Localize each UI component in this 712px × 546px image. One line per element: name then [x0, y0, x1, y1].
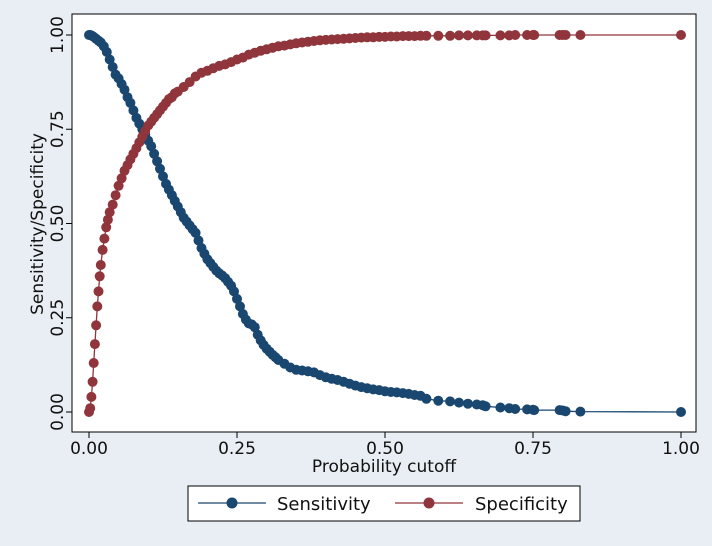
legend: Sensitivity Specificity	[187, 485, 581, 522]
series-layer	[84, 30, 686, 417]
x-axis-title: Probability cutoff	[312, 457, 457, 477]
specificity-point	[433, 30, 444, 41]
legend-specificity-marker	[423, 497, 435, 509]
sensitivity-point	[575, 406, 586, 417]
sensitivity-point	[104, 54, 115, 65]
specificity-point	[107, 199, 118, 210]
sensitivity-point	[158, 171, 168, 182]
specificity-point	[560, 30, 571, 40]
x-tick-label: 0.50	[366, 439, 404, 459]
sensitivity-point	[107, 62, 118, 72]
specificity-point	[462, 30, 473, 41]
legend-specificity-label: Specificity	[475, 494, 568, 515]
specificity-point	[99, 233, 110, 244]
sensitivity-point	[445, 396, 456, 407]
sensitivity-point	[190, 227, 201, 238]
sensitivity-point	[232, 293, 242, 304]
specificity-point	[113, 180, 124, 191]
sensitivity-point	[101, 47, 112, 57]
sensitivity-point	[529, 405, 540, 416]
x-tick-labels: 0.00 0.25 0.50 0.75 1.00	[70, 439, 700, 459]
specificity-point	[85, 403, 96, 414]
x-tick-label: 0.75	[514, 439, 552, 459]
specificity-point	[102, 214, 113, 225]
sensitivity-point	[249, 322, 260, 333]
sensitivity-point	[128, 105, 139, 116]
sensitivity-point	[155, 163, 165, 174]
specificity-series	[84, 30, 686, 417]
specificity-point	[445, 30, 456, 41]
sensitivity-point	[495, 402, 506, 413]
sensitivity-point	[119, 84, 130, 95]
specificity-point	[86, 391, 97, 402]
specificity-point	[89, 339, 100, 350]
specificity-point	[421, 30, 432, 41]
specificity-point	[93, 286, 104, 297]
specificity-point	[575, 30, 586, 40]
sensitivity-point	[229, 286, 239, 297]
y-tick-label: 0.00	[48, 393, 68, 431]
sensitivity-point	[152, 156, 163, 167]
specificity-point	[95, 260, 106, 270]
y-tick-label: 0.25	[48, 299, 68, 337]
specificity-point	[87, 376, 98, 387]
specificity-point	[495, 30, 506, 41]
y-axis	[66, 34, 72, 413]
y-tick-label: 0.75	[48, 110, 68, 148]
specificity-point	[480, 30, 491, 41]
sensitivity-point	[433, 395, 444, 406]
specificity-point	[97, 244, 108, 255]
sensitivity-point	[235, 301, 245, 312]
x-tick-label: 0.25	[218, 439, 256, 459]
x-tick-label: 0.00	[70, 439, 108, 459]
specificity-point	[92, 301, 103, 312]
y-tick-labels: 0.00 0.25 0.50 0.75 1.00	[48, 16, 68, 431]
specificity-point	[110, 190, 121, 201]
y-axis-title: Sensitivity/Specificity	[28, 133, 48, 315]
sensitivity-point	[125, 97, 136, 108]
sensitivity-point	[454, 397, 464, 408]
sensitivity-point	[146, 141, 157, 152]
specificity-point	[116, 173, 127, 184]
specificity-point	[676, 30, 686, 40]
specificity-point	[454, 30, 464, 41]
specificity-point	[104, 207, 115, 218]
y-tick-label: 1.00	[48, 16, 68, 54]
plot-region	[71, 13, 697, 433]
y-tick-label: 0.50	[48, 205, 68, 243]
legend-sensitivity-marker	[226, 497, 238, 509]
specificity-point	[529, 30, 540, 40]
sensitivity-series	[84, 30, 686, 417]
sensitivity-point	[462, 398, 473, 409]
x-tick-label: 1.00	[662, 439, 700, 459]
specificity-point	[91, 320, 102, 331]
sensitivity-point	[193, 235, 204, 246]
sensitivity-point	[149, 148, 160, 159]
sensitivity-point	[510, 404, 521, 414]
legend-sensitivity-label: Sensitivity	[277, 494, 371, 515]
sensitivity-point	[480, 401, 491, 412]
x-axis	[88, 432, 682, 438]
specificity-point	[88, 358, 99, 368]
sensitivity-point	[676, 407, 686, 417]
sensitivity-point	[421, 393, 432, 404]
specificity-point	[101, 222, 112, 233]
sensitivity-point	[560, 406, 571, 417]
specificity-point	[94, 271, 105, 282]
specificity-point	[510, 30, 521, 40]
